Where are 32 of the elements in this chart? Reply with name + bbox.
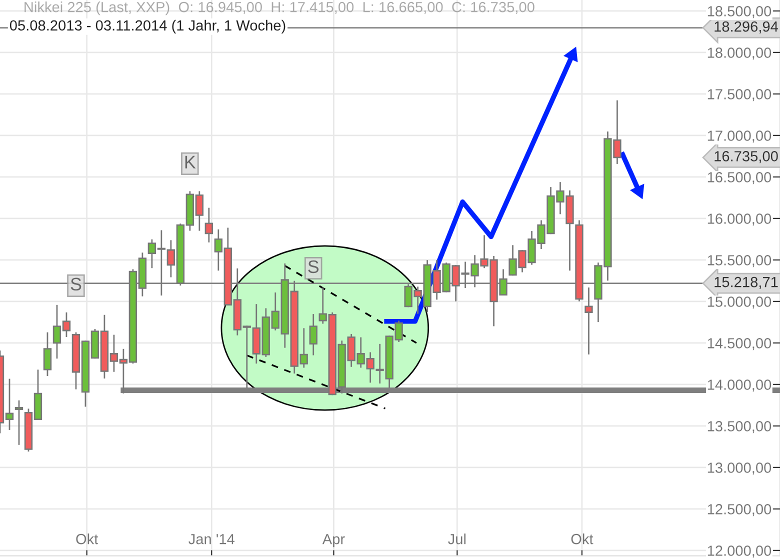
x-tick-label: Okt bbox=[76, 534, 98, 544]
x-tick-label: Jan '14 bbox=[188, 534, 234, 544]
y-tick-label: 18.500,00 bbox=[708, 6, 772, 18]
annotation: S bbox=[308, 260, 319, 274]
ref-line-label: 18.296,94 bbox=[714, 21, 778, 34]
y-tick-label: 16.000,00 bbox=[708, 214, 772, 226]
chart-title: Nikkei 225 (Last, XXP) O: 16.945,00 H: 17.415,00 L: 16.665,00 C: 16.735,00 bbox=[24, 2, 534, 16]
y-tick-label: 12.500,00 bbox=[708, 504, 772, 516]
y-tick-label: 17.000,00 bbox=[708, 130, 772, 143]
y-tick-label: 13.500,00 bbox=[708, 421, 772, 434]
annotation: K bbox=[185, 156, 196, 168]
ref-line-label: 15.218,71 bbox=[714, 276, 778, 289]
y-tick-label: 18.000,00 bbox=[708, 48, 772, 60]
x-tick-label: Okt bbox=[571, 534, 594, 544]
candlestick bbox=[204, 208, 213, 242]
y-tick-label: 13.000,00 bbox=[708, 462, 772, 475]
annotation: 16.735,00 bbox=[714, 151, 778, 164]
candlestick bbox=[309, 314, 318, 356]
y-tick-label: 16.500,00 bbox=[708, 172, 772, 184]
y-tick-label: 15.000,00 bbox=[708, 296, 772, 309]
y-tick-label: 12.000,00 bbox=[708, 546, 772, 558]
y-tick-label: 14.000,00 bbox=[708, 380, 772, 392]
x-tick-label: Apr bbox=[322, 534, 345, 548]
y-tick-label: 14.500,00 bbox=[708, 338, 772, 350]
annotation: S bbox=[70, 278, 82, 291]
x-tick-label: Jul bbox=[448, 534, 466, 544]
candlestick bbox=[14, 400, 24, 445]
candlestick bbox=[584, 287, 593, 354]
text: 05.08.2013 - 03.11.2014 (1 Jahr, 1 Woche) bbox=[10, 20, 286, 34]
candlestick bbox=[43, 332, 52, 376]
y-tick-label: 17.500,00 bbox=[708, 89, 772, 102]
y-tick-label: 15.500,00 bbox=[708, 255, 772, 268]
